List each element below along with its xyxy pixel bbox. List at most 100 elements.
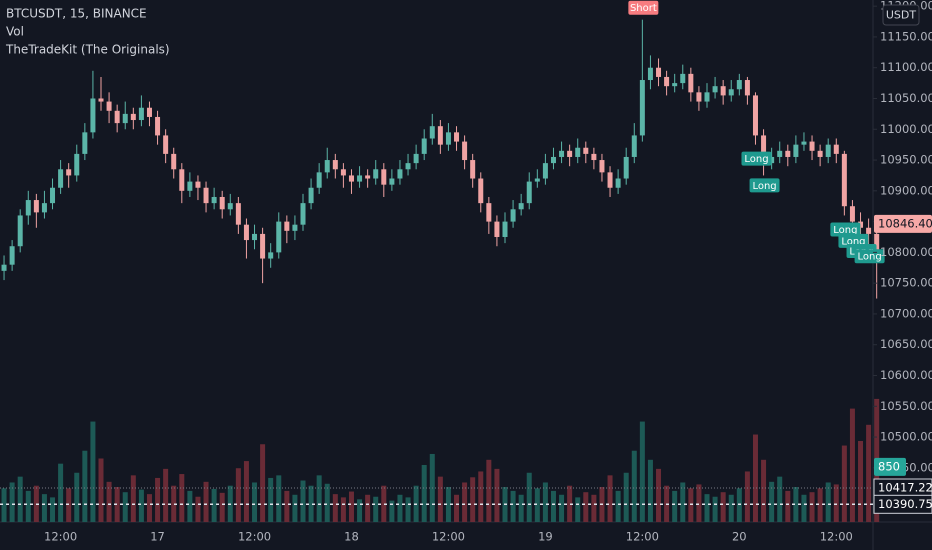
volume-bar (639, 421, 645, 522)
candle-body (324, 160, 330, 173)
volume-bar (728, 494, 734, 522)
candle-body (98, 98, 104, 102)
volume-bar (542, 482, 548, 522)
volume-bar (243, 461, 249, 522)
volume-bar (809, 492, 815, 522)
volume-bar (478, 471, 484, 522)
candle-body (211, 196, 217, 204)
volume-bar (66, 488, 72, 522)
candle-body (90, 98, 96, 133)
candle-body (858, 221, 864, 228)
volume-bar (445, 487, 451, 522)
volume-bar (526, 472, 532, 522)
currency-button-label[interactable]: USDT (886, 9, 917, 22)
volume-bar (82, 450, 88, 522)
volume-bar (777, 476, 783, 522)
candle-body (631, 135, 637, 157)
volume-bar (623, 472, 629, 522)
x-tick-label: 20 (732, 530, 747, 544)
volume-bar (849, 408, 855, 522)
volume-bar (575, 497, 581, 522)
volume-bar (122, 492, 128, 522)
volume-bar (365, 494, 371, 522)
volume-bar (647, 459, 653, 522)
candle-body (874, 233, 880, 259)
candle-body (421, 138, 427, 154)
volume-bar (389, 500, 395, 522)
volume-bar (316, 475, 322, 522)
signal-box (854, 249, 885, 264)
candle-body (785, 150, 791, 157)
volume-bar (559, 494, 565, 522)
volume-bar (235, 468, 241, 522)
volume-bar (744, 471, 750, 522)
candle-body (122, 113, 128, 124)
volume-bar (752, 434, 758, 522)
volume-bar (615, 490, 621, 522)
candle-body (769, 156, 775, 164)
candle-body (187, 181, 193, 191)
candle-body (171, 153, 177, 170)
volume-bar (672, 490, 678, 522)
candle-body (777, 150, 783, 157)
y-tick-label: 10700.00 (880, 306, 932, 320)
signal-label: Long (752, 181, 776, 192)
volume-bar (858, 441, 864, 522)
volume-bar (130, 475, 136, 522)
volume-bar (357, 499, 363, 522)
x-tick-label: 18 (344, 530, 359, 544)
candle-body (146, 107, 152, 117)
volume-bar (292, 494, 298, 522)
candle-body (575, 147, 581, 157)
volume-bar (486, 459, 492, 522)
candle-body (494, 221, 500, 237)
y-tick-label: 10550.00 (880, 399, 932, 413)
candle-body (292, 224, 298, 231)
candle-body (348, 175, 354, 182)
candle-body (607, 172, 613, 188)
y-tick-label: 11050.00 (880, 91, 932, 105)
candle-body (357, 175, 363, 182)
candle-body (138, 107, 144, 121)
candle-body (227, 203, 233, 210)
candle-body (340, 169, 346, 176)
x-tick-label: 12:00 (432, 530, 465, 544)
candle-body (672, 83, 678, 87)
x-tick-label: 12:00 (820, 530, 853, 544)
candle-body (752, 95, 758, 136)
candle-body (688, 73, 694, 93)
volume-marker-box (874, 457, 906, 476)
candle-body (656, 67, 662, 77)
volume-bar (348, 491, 354, 522)
candle-body (25, 200, 31, 216)
candle-body (397, 169, 403, 179)
volume-bar (90, 421, 96, 522)
candle-body (744, 80, 750, 96)
volume-bar (534, 488, 540, 522)
currency-button[interactable] (882, 4, 920, 26)
volume-bar (381, 485, 387, 522)
volume-bar (470, 477, 476, 522)
volume-bar (308, 485, 314, 522)
volume-bar (817, 488, 823, 522)
volume-bar (171, 485, 177, 522)
volume-bar (211, 488, 217, 522)
candle-body (284, 221, 290, 231)
candle-body (801, 141, 807, 145)
candle-body (219, 196, 225, 210)
volume-bar (454, 494, 460, 522)
candle-body (866, 227, 872, 234)
last-price-box (874, 214, 932, 233)
volume-bar (631, 450, 637, 522)
candle-body (486, 203, 492, 222)
volume-bar (41, 494, 47, 522)
candle-body (542, 163, 548, 179)
volume-bar (866, 424, 872, 522)
volume-bar (761, 459, 767, 522)
candle-body (591, 153, 597, 161)
y-tick-label: 11000.00 (880, 122, 932, 136)
candle-body (550, 156, 556, 164)
x-tick-label: 19 (538, 530, 553, 544)
volume-bar (324, 483, 330, 522)
